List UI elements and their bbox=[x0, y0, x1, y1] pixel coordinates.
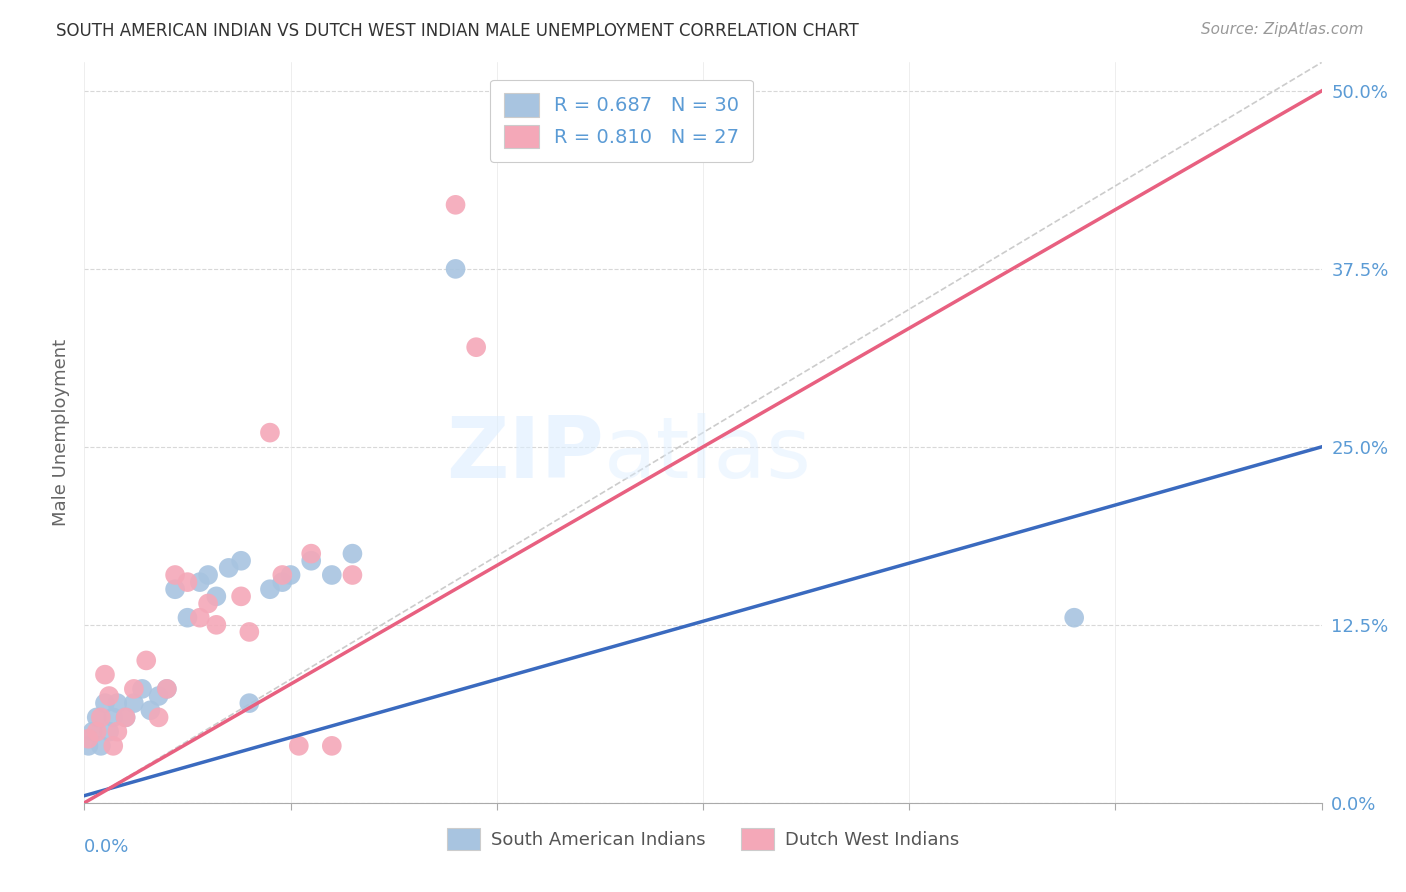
Point bbox=[90, 739, 112, 753]
Point bbox=[148, 689, 170, 703]
Text: SOUTH AMERICAN INDIAN VS DUTCH WEST INDIAN MALE UNEMPLOYMENT CORRELATION CHART: SOUTH AMERICAN INDIAN VS DUTCH WEST INDI… bbox=[56, 22, 859, 40]
Point bbox=[218, 561, 240, 575]
Point bbox=[259, 425, 281, 440]
Text: atlas: atlas bbox=[605, 413, 813, 496]
Point bbox=[90, 710, 112, 724]
Point bbox=[98, 724, 121, 739]
Point bbox=[94, 696, 117, 710]
Point bbox=[114, 710, 136, 724]
Legend: South American Indians, Dutch West Indians: South American Indians, Dutch West India… bbox=[436, 817, 970, 861]
Point bbox=[259, 582, 281, 597]
Point bbox=[165, 568, 187, 582]
Point bbox=[229, 554, 252, 568]
Point bbox=[280, 568, 302, 582]
Point bbox=[105, 724, 128, 739]
Point bbox=[271, 568, 294, 582]
Point bbox=[288, 739, 311, 753]
Point bbox=[271, 575, 294, 590]
Point bbox=[465, 340, 488, 354]
Point bbox=[197, 597, 219, 611]
Point bbox=[238, 696, 260, 710]
Point bbox=[86, 724, 108, 739]
Text: ZIP: ZIP bbox=[446, 413, 605, 496]
Point bbox=[229, 590, 252, 604]
Point bbox=[188, 610, 211, 624]
Point bbox=[156, 681, 179, 696]
Point bbox=[205, 590, 228, 604]
Point bbox=[135, 653, 157, 667]
Point bbox=[321, 739, 343, 753]
Point bbox=[82, 724, 104, 739]
Point bbox=[98, 689, 121, 703]
Point bbox=[1063, 610, 1085, 624]
Point bbox=[131, 681, 153, 696]
Text: Source: ZipAtlas.com: Source: ZipAtlas.com bbox=[1201, 22, 1364, 37]
Point bbox=[299, 554, 322, 568]
Point bbox=[165, 582, 187, 597]
Point bbox=[188, 575, 211, 590]
Point bbox=[148, 710, 170, 724]
Point bbox=[139, 703, 162, 717]
Point bbox=[77, 731, 100, 746]
Y-axis label: Male Unemployment: Male Unemployment bbox=[52, 339, 70, 526]
Point bbox=[77, 739, 100, 753]
Point bbox=[197, 568, 219, 582]
Point bbox=[176, 610, 198, 624]
Point bbox=[342, 547, 364, 561]
Point bbox=[156, 681, 179, 696]
Text: 0.0%: 0.0% bbox=[84, 838, 129, 856]
Point bbox=[103, 710, 125, 724]
Point bbox=[103, 739, 125, 753]
Point bbox=[105, 696, 128, 710]
Point bbox=[342, 568, 364, 582]
Point bbox=[444, 198, 467, 212]
Point bbox=[94, 667, 117, 681]
Point bbox=[238, 624, 260, 639]
Point bbox=[176, 575, 198, 590]
Point bbox=[299, 547, 322, 561]
Point bbox=[444, 261, 467, 276]
Point bbox=[114, 710, 136, 724]
Point bbox=[321, 568, 343, 582]
Point bbox=[205, 617, 228, 632]
Point bbox=[86, 710, 108, 724]
Point bbox=[122, 696, 145, 710]
Point bbox=[122, 681, 145, 696]
